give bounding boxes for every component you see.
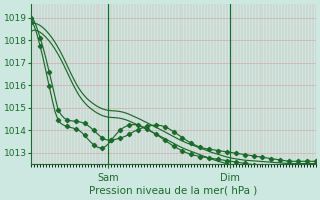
X-axis label: Pression niveau de la mer( hPa ): Pression niveau de la mer( hPa ) [90,186,258,196]
